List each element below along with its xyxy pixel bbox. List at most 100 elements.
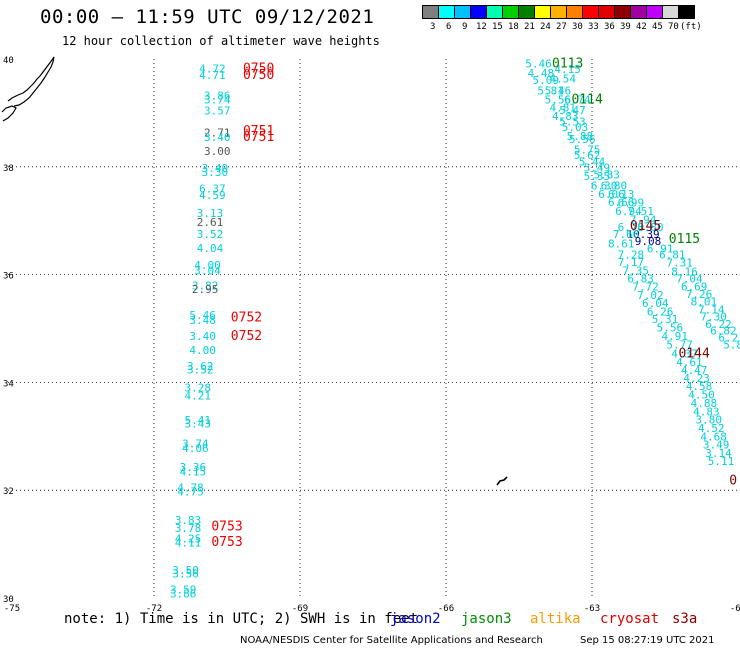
swh-value: 7.31 [666, 257, 693, 270]
swh-value: 5.62 [574, 149, 601, 162]
legend-label: 15 [492, 22, 503, 32]
coastline [1, 56, 508, 486]
swh-value: 3.74 [204, 93, 231, 106]
time-label: 0753 [211, 535, 242, 550]
bermuda-island [496, 476, 508, 486]
mission-cryosat: cryosat [600, 611, 660, 627]
legend-label: 42 [636, 22, 647, 32]
swh-value: 3.82 [192, 279, 219, 292]
swh-value: 3.40 [202, 162, 229, 175]
swh-value: 6.26 [647, 305, 674, 318]
swh-value: 5.03 [562, 121, 589, 134]
swh-value: 5.81 [537, 84, 564, 97]
swh-value: 6.2 [718, 332, 738, 345]
swh-value: 4.81 [550, 102, 577, 115]
y-tick-label: 40 [3, 56, 14, 66]
legend-label: 9 [462, 22, 468, 32]
swh-value: 2.61 [197, 216, 224, 229]
swh-value: 6.66 [608, 196, 635, 209]
swh-value: 2.71 [204, 126, 231, 139]
time-label: 0751 [243, 130, 274, 145]
swh-value: 4.06 [182, 442, 209, 455]
swh-value: 3.00 [204, 145, 231, 158]
swh-value: 4.59 [199, 189, 226, 202]
swh-value: 3.62 [187, 360, 214, 373]
swh-value: 5.77 [666, 339, 693, 352]
swh-value: 6.74 [564, 93, 591, 106]
swh-value: 4.52 [698, 422, 725, 435]
swh-value: 7.72 [632, 280, 659, 293]
swh-value: 3.80 [696, 414, 723, 427]
swh-value: 5.75 [574, 144, 601, 157]
swh-value: 3.50 [172, 564, 199, 577]
time-label: 0750 [243, 68, 274, 83]
mission-altika: altika [530, 611, 581, 627]
color-legend [422, 5, 695, 19]
mission-s3a: s3a [672, 611, 698, 627]
swh-value: 6.06 [598, 188, 625, 201]
swh-value: 7.35 [623, 264, 650, 277]
swh-value: 3.40 [189, 330, 216, 343]
timestamp-text: Sep 15 08:27:19 UTC 2021 [580, 635, 715, 646]
swh-value: 5.46 [545, 84, 572, 97]
x-tick-label: -69 [292, 604, 308, 614]
credit-text: NOAA/NESDIS Center for Satellite Applica… [240, 635, 543, 646]
swh-value: 5.09 [533, 74, 560, 87]
swh-value: 4.21 [185, 389, 212, 402]
coastline-nova-scotia-tip [1, 105, 17, 122]
y-tick-label: 38 [3, 164, 14, 174]
swh-values: 4.724.713.863.743.572.713.403.003.403.30… [170, 57, 740, 600]
swh-value: 4.00 [194, 259, 221, 272]
swh-value: 3.14 [705, 447, 732, 460]
legend-label: 18 [508, 22, 519, 32]
swh-value: 9.08 [635, 235, 662, 248]
x-tick-label: -72 [146, 604, 162, 614]
swh-value: 4.72 [199, 63, 226, 76]
swh-value: 7.28 [618, 249, 645, 262]
swh-value: 4.58 [686, 380, 713, 393]
swh-value: 5.46 [525, 57, 552, 70]
swh-value: 5.35 [584, 170, 611, 183]
swh-value: 5.49 [584, 161, 611, 174]
swh-value: 6.82 [710, 325, 737, 338]
legend-label: 6 [446, 22, 452, 32]
swh-value: 3.52 [187, 363, 214, 376]
swh-value: 3.59 [170, 583, 197, 596]
footer-note: note: 1) Time is in UTC; 2) SWH is in fe… [64, 611, 419, 627]
swh-value: 5.41 [185, 414, 212, 427]
swh-value: 3.28 [185, 381, 212, 394]
swh-value: 4.88 [691, 397, 718, 410]
swh-value: 7.26 [686, 288, 713, 301]
time-label: 0113 [552, 56, 583, 71]
swh-value: 4.48 [528, 67, 555, 80]
swh-value: 3.43 [185, 417, 212, 430]
swh-value: 4.68 [700, 430, 727, 443]
swh-value: 3.52 [197, 228, 224, 241]
swh-value: 6.70 [618, 221, 645, 234]
swh-value: 3.86 [204, 90, 231, 103]
legend-label: 30 [572, 22, 583, 32]
swh-value: 4.23 [683, 372, 710, 385]
swh-value: 6.04 [642, 297, 669, 310]
y-tick-label: 34 [3, 379, 14, 389]
swh-value: 3.13 [197, 207, 224, 220]
swh-value: 10.39 [627, 228, 660, 241]
swh-value: 3.30 [202, 166, 229, 179]
color-legend-labels: 3 6 9 12 15 18 21 24 27 30 33 36 39 42 45 70 (ft) [422, 22, 740, 34]
swh-value: 6.37 [199, 182, 226, 195]
swh-value: 5.31 [652, 313, 679, 326]
x-tick-label: -60 [730, 604, 740, 614]
swh-value: 7.94 [630, 214, 657, 227]
swh-value: 4.50 [688, 388, 715, 401]
swh-value: 6.80 [601, 180, 628, 193]
swh-value: 8.80 [637, 221, 664, 234]
legend-label: 39 [620, 22, 631, 32]
time-label: 0753 [211, 519, 242, 534]
swh-value: 4.37 [671, 347, 698, 360]
legend-label: (ft) [680, 22, 702, 32]
swh-value: 2.95 [192, 283, 219, 296]
y-tick-label: 32 [3, 487, 14, 497]
swh-value: 3.57 [204, 105, 231, 118]
